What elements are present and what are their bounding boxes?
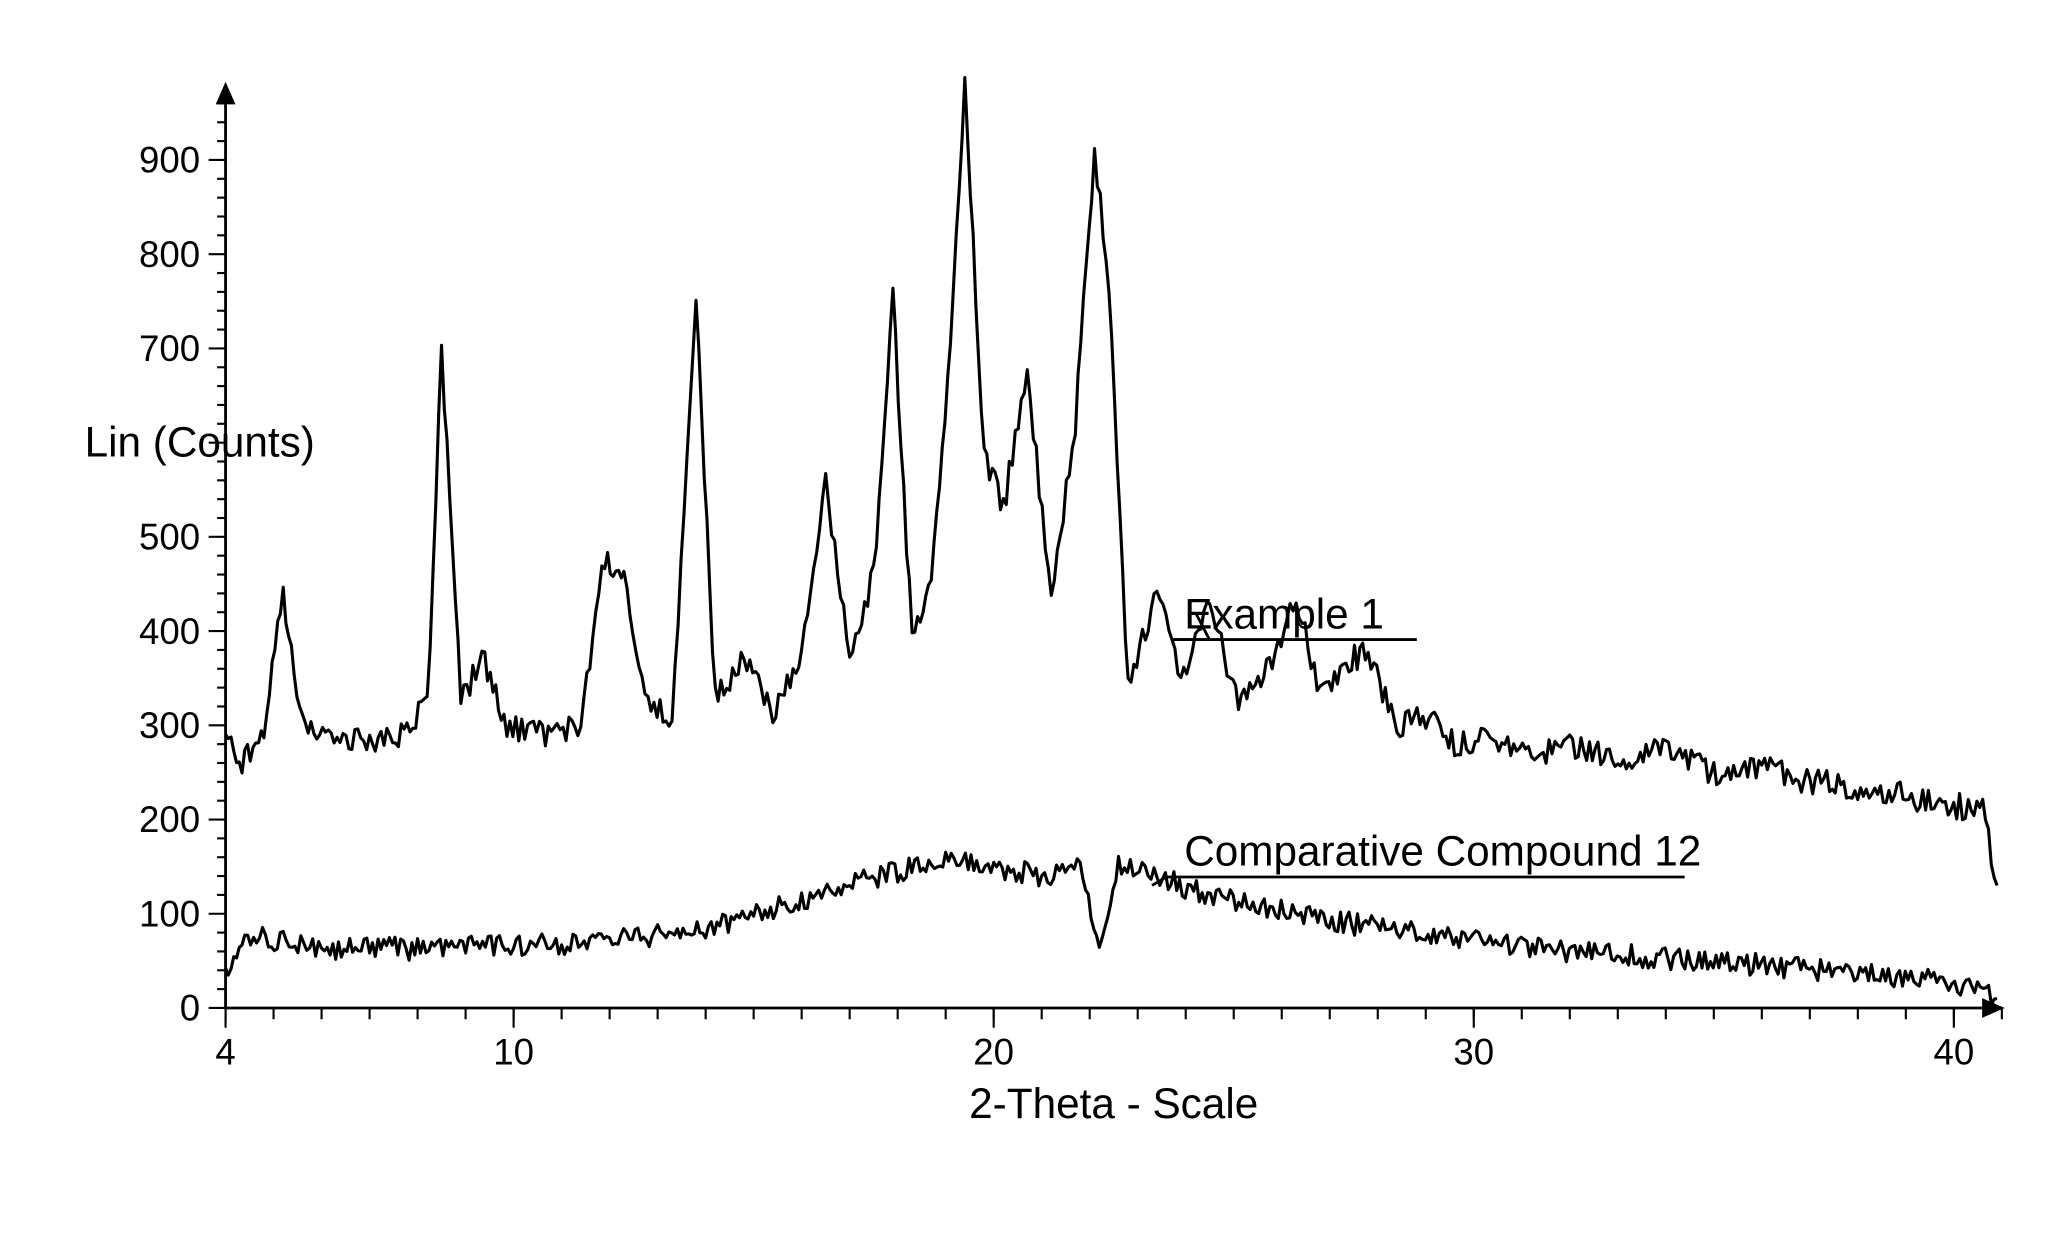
y-tick-label: 100 — [139, 893, 200, 934]
x-tick-label: 4 — [215, 1031, 235, 1072]
y-axis-arrow — [216, 82, 236, 105]
series-label: Comparative Compound 12 — [1184, 828, 1701, 875]
xrd-chart: 0 100 200 300 400 500 700 800 900 4 10 20 30 40 Exam… — [0, 0, 2060, 1247]
x-tick-label: 30 — [1453, 1031, 1494, 1072]
y-tick-label: 400 — [139, 611, 200, 652]
x-tick-label: 20 — [973, 1031, 1014, 1072]
x-axis-title: 2-Theta - Scale — [969, 1080, 1258, 1127]
y-tick-label: 500 — [139, 517, 200, 558]
y-tick-label: 900 — [139, 140, 200, 181]
y-tick-label: 300 — [139, 705, 200, 746]
y-tick-label: 0 — [180, 988, 200, 1029]
series-label: Example 1 — [1184, 590, 1384, 637]
x-tick-label: 10 — [493, 1031, 534, 1072]
y-tick-label: 700 — [139, 328, 200, 369]
y-tick-label: 200 — [139, 799, 200, 840]
x-tick-label: 40 — [1933, 1031, 1974, 1072]
y-tick-label: 800 — [139, 234, 200, 275]
series-comparative-compound-12 — [226, 852, 1997, 1005]
series-example-1 — [226, 78, 1997, 886]
y-axis-title: Lin (Counts) — [85, 419, 315, 466]
